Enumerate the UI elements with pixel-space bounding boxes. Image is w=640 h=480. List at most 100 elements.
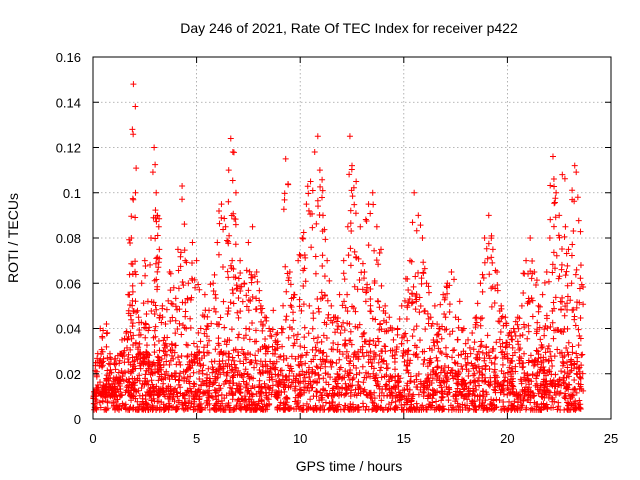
data-point	[567, 297, 574, 304]
data-point	[345, 372, 352, 379]
data-point	[538, 393, 545, 400]
data-point	[248, 406, 255, 413]
data-point	[332, 402, 339, 409]
data-point	[232, 274, 239, 281]
data-point	[493, 339, 500, 346]
data-point	[449, 367, 456, 374]
data-point	[235, 314, 242, 321]
data-point	[541, 332, 548, 339]
data-point	[519, 331, 526, 338]
data-point	[317, 295, 324, 302]
data-point	[230, 357, 237, 364]
data-point	[344, 320, 351, 327]
data-point	[139, 358, 146, 365]
data-point	[296, 296, 303, 303]
data-point	[163, 306, 170, 313]
data-point-peak	[523, 257, 530, 264]
data-point	[464, 353, 471, 360]
data-point	[281, 190, 288, 197]
data-point	[116, 382, 123, 389]
data-point	[361, 275, 368, 282]
data-point	[177, 263, 184, 270]
data-point	[189, 260, 196, 267]
data-point	[413, 350, 420, 357]
y-axis-label: ROTI / TECUs	[5, 193, 21, 283]
data-point	[225, 238, 232, 245]
data-point	[100, 385, 107, 392]
data-point	[194, 406, 201, 413]
data-point	[215, 335, 222, 342]
data-point	[195, 368, 202, 375]
data-point	[478, 338, 485, 345]
data-point	[370, 337, 377, 344]
data-point	[411, 406, 418, 413]
tick-marks	[92, 56, 612, 420]
data-point	[404, 386, 411, 393]
data-point	[300, 301, 307, 308]
data-point	[476, 396, 483, 403]
data-point	[520, 289, 527, 296]
data-point	[567, 368, 574, 375]
data-point	[182, 308, 189, 315]
data-point	[151, 349, 158, 356]
data-point	[126, 406, 133, 413]
data-point	[263, 317, 270, 324]
data-point	[226, 350, 233, 357]
data-point-peak	[559, 171, 566, 178]
data-point	[322, 370, 329, 377]
data-point	[245, 287, 252, 294]
data-point	[494, 287, 501, 294]
data-point	[301, 334, 308, 341]
data-point	[216, 207, 223, 214]
data-point	[452, 360, 459, 367]
data-point	[541, 370, 548, 377]
data-point	[136, 327, 143, 334]
data-point	[310, 406, 317, 413]
data-point	[531, 399, 538, 406]
data-point	[464, 396, 471, 403]
data-point	[409, 219, 416, 226]
data-point	[482, 378, 489, 385]
data-point	[370, 365, 377, 372]
data-point	[555, 403, 562, 410]
data-point	[342, 402, 349, 409]
data-point	[234, 397, 241, 404]
data-point	[142, 401, 149, 408]
data-point	[175, 267, 182, 274]
data-point	[285, 277, 292, 284]
data-point	[128, 335, 135, 342]
data-point	[258, 388, 265, 395]
data-point	[312, 369, 319, 376]
data-point	[422, 326, 429, 333]
data-point-peak	[539, 291, 546, 298]
data-point-peak	[170, 284, 177, 291]
data-point	[224, 310, 231, 317]
data-point-peak	[129, 126, 136, 133]
data-point	[466, 344, 473, 351]
data-point	[415, 269, 422, 276]
data-point	[271, 351, 278, 358]
data-point	[144, 350, 151, 357]
data-point	[317, 365, 324, 372]
data-point	[263, 402, 270, 409]
data-point	[117, 385, 124, 392]
data-point	[514, 321, 521, 328]
data-point	[502, 344, 509, 351]
data-point	[253, 295, 260, 302]
data-point	[421, 382, 428, 389]
data-point	[232, 364, 239, 371]
data-point	[504, 378, 511, 385]
data-point	[227, 299, 234, 306]
data-point	[491, 402, 498, 409]
data-point	[248, 279, 255, 286]
data-point	[158, 366, 165, 373]
data-point	[371, 355, 378, 362]
data-point	[541, 366, 548, 373]
data-point	[262, 384, 269, 391]
data-point	[175, 397, 182, 404]
data-point	[370, 201, 377, 208]
y-tick-label: 0.06	[56, 276, 81, 291]
data-point	[103, 343, 110, 350]
data-point	[413, 376, 420, 383]
data-point	[228, 361, 235, 368]
